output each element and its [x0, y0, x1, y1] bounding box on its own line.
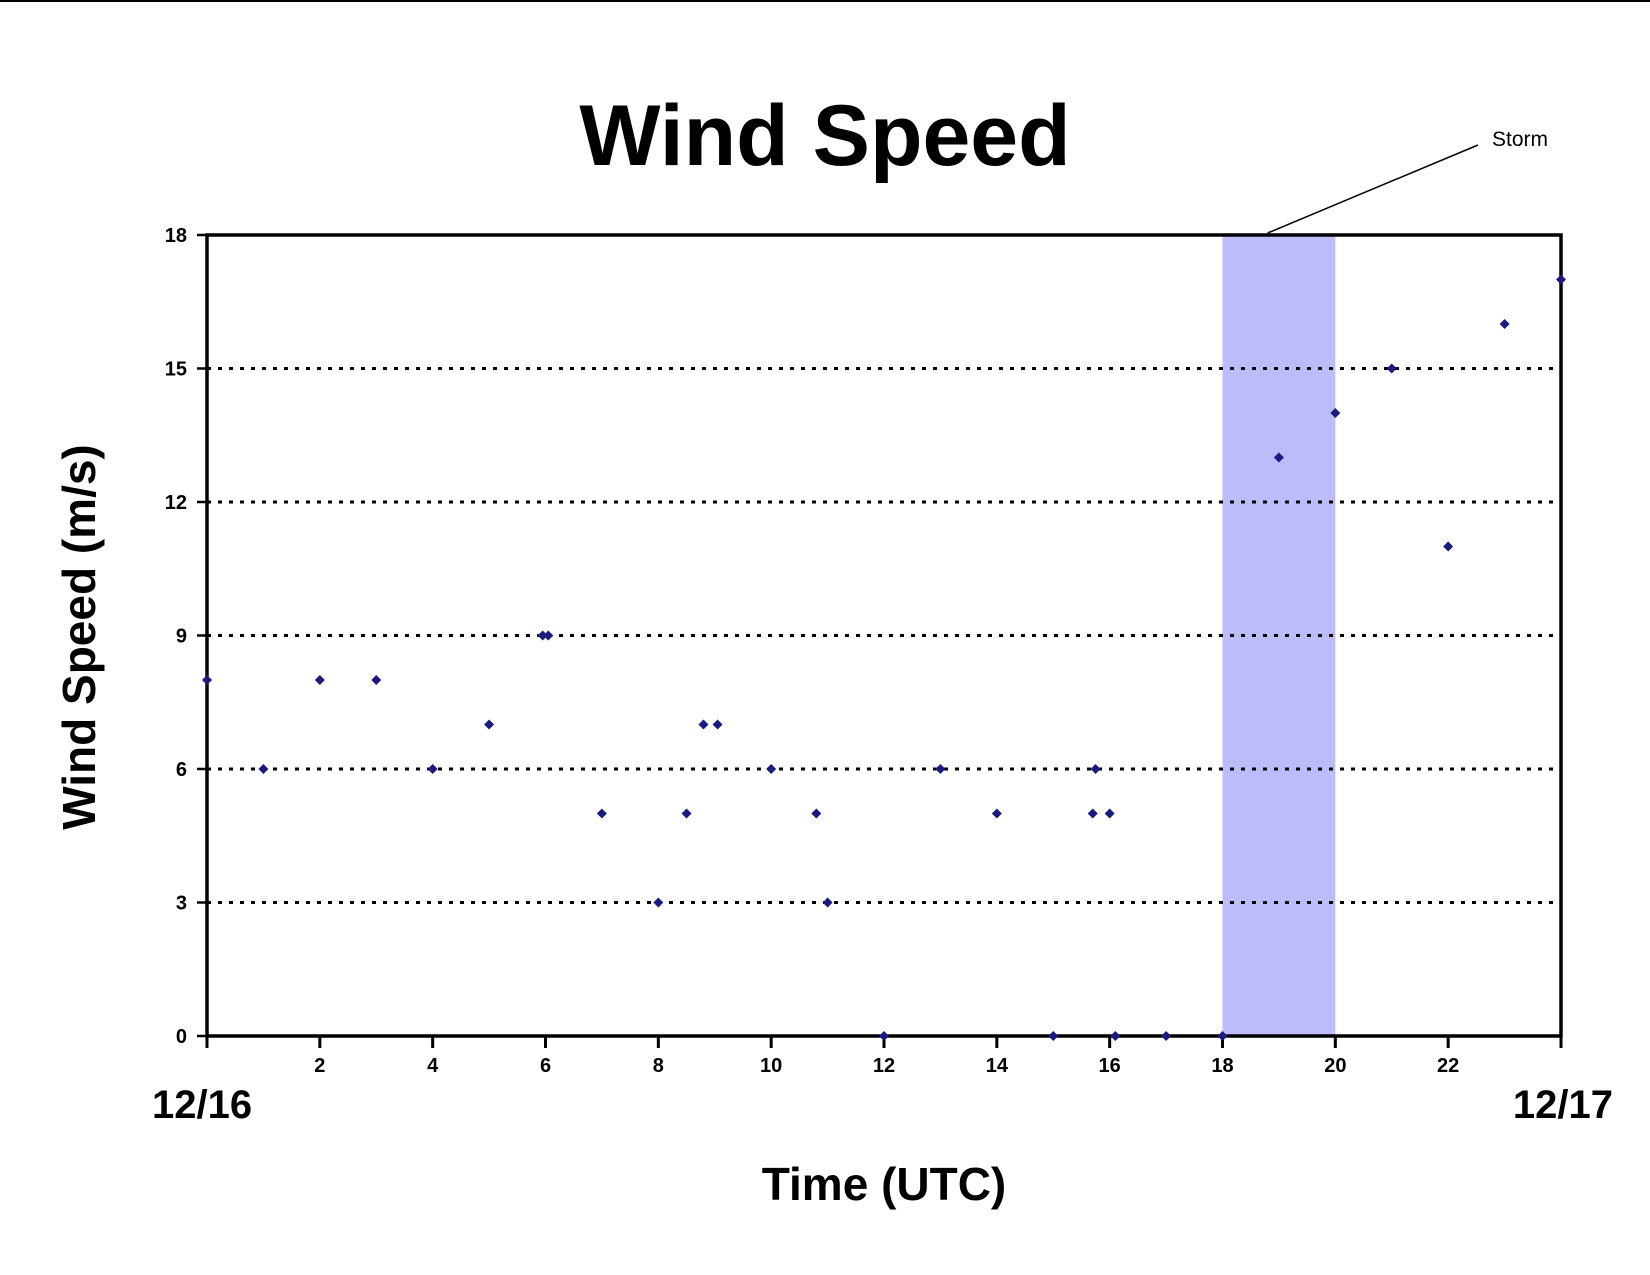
y-tick-label: 0	[176, 1026, 187, 1048]
x-tick-label: 20	[1324, 1055, 1346, 1077]
data-point	[681, 808, 692, 819]
data-point	[879, 1031, 889, 1041]
data-point	[766, 764, 777, 774]
x-tick-label: 10	[760, 1055, 782, 1077]
data-point	[202, 675, 212, 685]
y-tick-label: 18	[165, 225, 187, 247]
y-tick-label: 3	[176, 893, 187, 915]
data-point	[1110, 1031, 1121, 1041]
data-point	[1161, 1031, 1172, 1041]
data-point	[991, 808, 1002, 819]
x-tick-label: 22	[1437, 1055, 1459, 1077]
y-axis-title: Wind Speed (m/s)	[53, 444, 105, 830]
data-point	[822, 897, 833, 908]
storm-annotation-leader-line	[1267, 144, 1479, 234]
data-point	[427, 764, 438, 774]
data-point	[1048, 1031, 1059, 1041]
data-point	[1217, 1031, 1228, 1041]
data-point	[537, 630, 548, 641]
data-point	[1443, 541, 1454, 552]
data-point	[1556, 274, 1566, 285]
data-point	[484, 719, 495, 730]
start-date-label: 12/16	[152, 1083, 252, 1127]
data-point	[1090, 764, 1101, 774]
y-tick-label: 12	[165, 492, 187, 514]
data-point	[258, 764, 269, 774]
x-tick-label: 18	[1211, 1055, 1233, 1077]
data-point	[653, 897, 664, 908]
data-point	[314, 675, 325, 685]
data-point	[371, 675, 382, 685]
data-point	[596, 808, 607, 819]
plot-area-frame	[205, 233, 1563, 1038]
x-tick-label: 2	[314, 1055, 325, 1077]
data-point	[1104, 808, 1115, 819]
data-point	[811, 808, 822, 819]
data-point	[712, 719, 723, 730]
data-point	[1087, 808, 1098, 819]
y-tick-label: 6	[176, 759, 187, 781]
y-tick-label: 15	[165, 359, 187, 381]
x-tick-label: 12	[873, 1055, 895, 1077]
x-tick-label: 6	[540, 1055, 551, 1077]
x-tick-label: 14	[986, 1055, 1009, 1077]
x-axis-title: Time (UTC)	[762, 1158, 1007, 1210]
x-tick-label: 16	[1099, 1055, 1121, 1077]
data-point	[935, 764, 946, 774]
data-point	[543, 630, 554, 641]
x-tick-label: 4	[427, 1055, 439, 1077]
data-point	[1499, 319, 1510, 329]
data-point	[1386, 363, 1397, 374]
data-point	[698, 719, 709, 730]
end-date-label: 12/17	[1513, 1083, 1613, 1127]
chart-title: Wind Speed	[579, 88, 1070, 184]
y-tick-label: 9	[176, 626, 187, 648]
storm-annotation-label: Storm	[1492, 128, 1548, 151]
x-tick-label: 8	[653, 1055, 664, 1077]
data-point	[1273, 452, 1284, 463]
data-point	[1330, 408, 1341, 418]
